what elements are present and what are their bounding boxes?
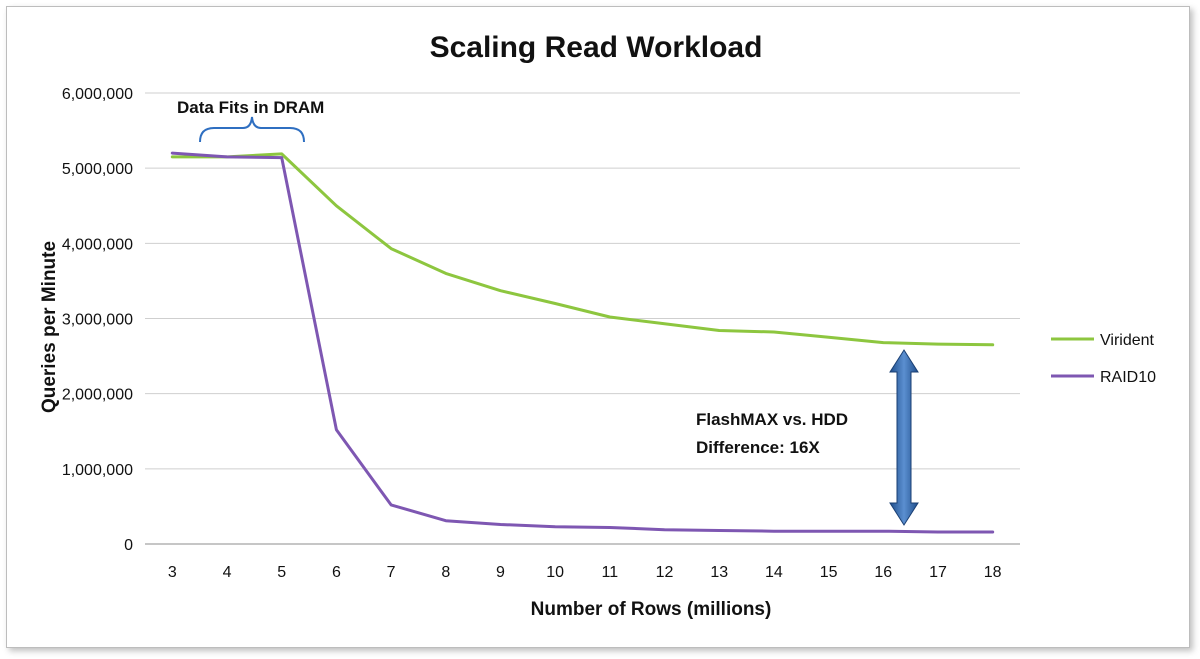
dram-bracket <box>199 116 305 143</box>
x-tick-label: 6 <box>332 564 341 581</box>
x-tick-label: 5 <box>277 564 286 581</box>
series-line-virident <box>170 152 995 347</box>
y-tick-label: 6,000,000 <box>62 86 133 103</box>
x-tick-label: 14 <box>765 564 783 581</box>
y-tick-label: 1,000,000 <box>62 462 133 479</box>
x-tick-label: 15 <box>820 564 838 581</box>
y-tick-label: 0 <box>124 537 133 554</box>
difference-arrow <box>889 349 919 526</box>
x-tick-label: 7 <box>387 564 396 581</box>
x-tick-label: 17 <box>929 564 947 581</box>
x-tick-label: 12 <box>656 564 674 581</box>
difference-label-line1: FlashMAX vs. HDD <box>696 410 848 429</box>
x-tick-labels: 3 4 5 6 7 8 9 10 11 12 13 14 15 16 17 18 <box>168 564 1002 581</box>
chart-title: Scaling Read Workload <box>430 31 763 64</box>
x-tick-label: 18 <box>984 564 1002 581</box>
y-tick-label: 5,000,000 <box>62 161 133 178</box>
x-tick-label: 11 <box>602 564 619 581</box>
legend-label-virident: Virident <box>1100 332 1155 349</box>
x-tick-label: 8 <box>441 564 450 581</box>
line-chart: Scaling Read Workload 0 1,000,000 2,000,00… <box>39 31 1156 620</box>
dram-bracket-label: Data Fits in DRAM <box>177 98 324 117</box>
legend: Virident RAID10 <box>1051 332 1156 386</box>
legend-label-raid10: RAID10 <box>1100 369 1156 386</box>
x-tick-label: 4 <box>223 564 232 581</box>
chart-frame: Scaling Read Workload 0 1,000,000 2,000,00… <box>6 6 1190 648</box>
x-tick-label: 3 <box>168 564 177 581</box>
series-lines <box>170 151 995 534</box>
x-axis-title: Number of Rows (millions) <box>531 599 772 620</box>
difference-label-line2: Difference: 16X <box>696 438 820 457</box>
y-tick-label: 3,000,000 <box>62 312 133 329</box>
x-tick-label: 9 <box>496 564 505 581</box>
y-tick-label: 4,000,000 <box>62 236 133 253</box>
gridlines <box>145 92 1020 545</box>
y-tick-label: 2,000,000 <box>62 387 133 404</box>
y-tick-labels: 0 1,000,000 2,000,000 3,000,000 4,000,000 5,0… <box>62 86 133 554</box>
x-tick-label: 13 <box>710 564 728 581</box>
x-tick-label: 16 <box>874 564 892 581</box>
series-line-raid10 <box>170 151 995 534</box>
y-axis-title: Queries per Minute <box>39 241 60 413</box>
x-tick-label: 10 <box>546 564 564 581</box>
